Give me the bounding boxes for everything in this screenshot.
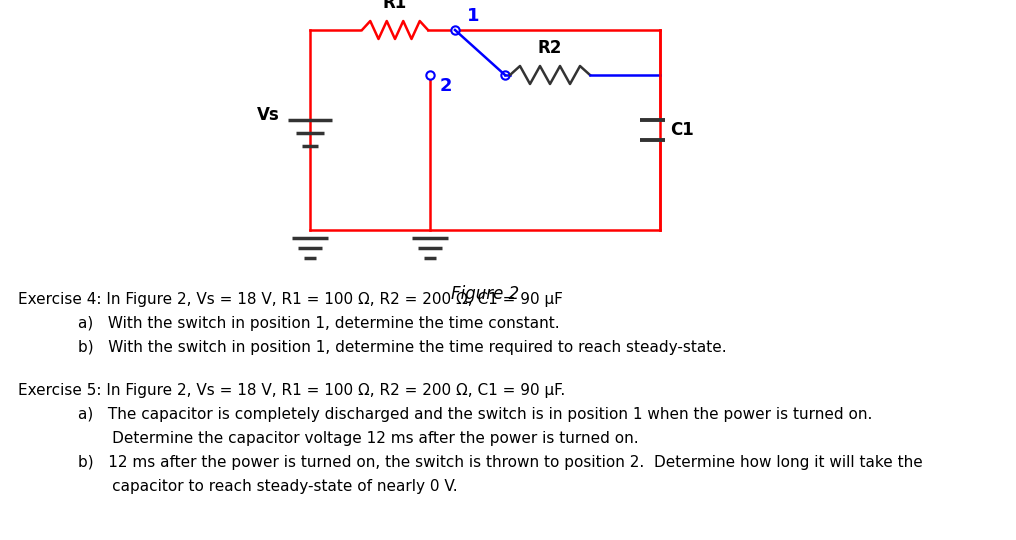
Text: Vs: Vs — [257, 106, 280, 124]
Text: Exercise 5: In Figure 2, Vs = 18 V, R1 = 100 Ω, R2 = 200 Ω, C1 = 90 μF.: Exercise 5: In Figure 2, Vs = 18 V, R1 =… — [18, 383, 565, 398]
Text: Exercise 4: In Figure 2, Vs = 18 V, R1 = 100 Ω, R2 = 200 Ω, C1 = 90 μF: Exercise 4: In Figure 2, Vs = 18 V, R1 =… — [18, 292, 563, 307]
Text: R1: R1 — [383, 0, 407, 12]
Text: 1: 1 — [467, 7, 480, 25]
Text: C1: C1 — [670, 121, 694, 139]
Text: capacitor to reach steady-state of nearly 0 V.: capacitor to reach steady-state of nearl… — [78, 479, 457, 494]
Text: Figure 2: Figure 2 — [451, 285, 519, 303]
Text: Determine the capacitor voltage 12 ms after the power is turned on.: Determine the capacitor voltage 12 ms af… — [78, 431, 639, 446]
Text: a)   With the switch in position 1, determine the time constant.: a) With the switch in position 1, determ… — [78, 316, 560, 331]
Text: 2: 2 — [440, 77, 452, 95]
Text: a)   The capacitor is completely discharged and the switch is in position 1 when: a) The capacitor is completely discharge… — [78, 407, 873, 422]
Text: R2: R2 — [537, 39, 562, 57]
Text: b)   12 ms after the power is turned on, the switch is thrown to position 2.  De: b) 12 ms after the power is turned on, t… — [78, 455, 923, 470]
Text: b)   With the switch in position 1, determine the time required to reach steady-: b) With the switch in position 1, determ… — [78, 340, 726, 355]
